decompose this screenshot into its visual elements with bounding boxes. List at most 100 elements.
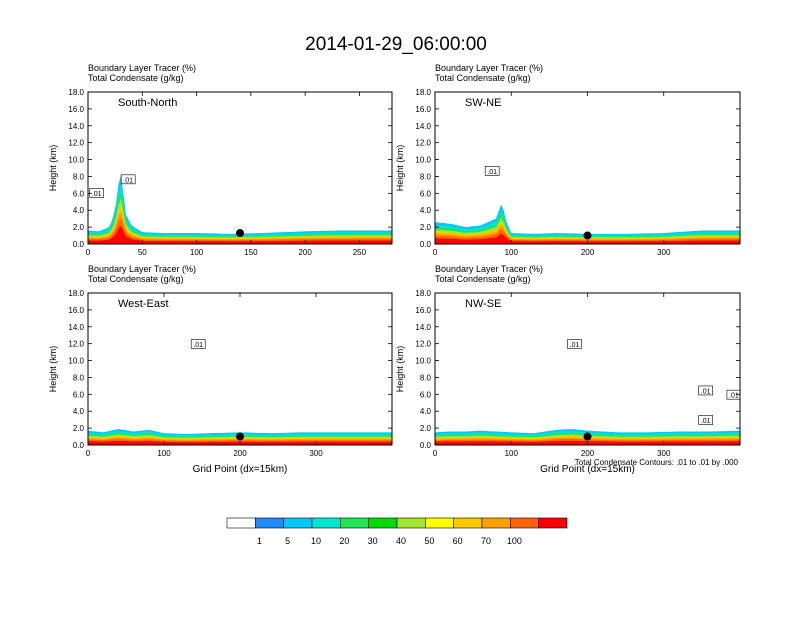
y-tick-label: 12.0 [68, 139, 84, 148]
panel-header-tracer: Boundary Layer Tracer (%) [435, 264, 543, 274]
colorbar-box [340, 517, 369, 529]
y-tick-label: 12.0 [68, 340, 84, 349]
contour-label-box [726, 389, 740, 400]
figure-title: 2014-01-29_06:00:00 [305, 34, 487, 55]
contour-label: .01 [701, 418, 711, 425]
panel-header-condensate: Total Condensate (g/kg) [435, 73, 531, 83]
y-tick-label: 4.0 [73, 407, 85, 416]
colorbar-label: 100 [507, 536, 522, 546]
plot-area: .01 [435, 166, 740, 244]
tracer-band-7 [88, 226, 392, 244]
x-tick-label: 200 [298, 248, 312, 257]
x-tick-label: 100 [505, 449, 519, 458]
panels: Boundary Layer Tracer (%)Total Condensat… [48, 63, 741, 475]
contour-label-box [567, 339, 582, 349]
panel-header-condensate: Total Condensate (g/kg) [435, 274, 531, 284]
y-tick-label: 14.0 [68, 122, 84, 131]
y-tick-label: 2.0 [420, 223, 432, 232]
y-tick-label: 4.0 [73, 206, 85, 215]
y-tick-label: 16.0 [415, 105, 431, 114]
y-tick-label: 12.0 [415, 139, 431, 148]
y-tick-label: 10.0 [68, 156, 84, 165]
panel-frame [434, 91, 741, 245]
colorbar-box [538, 517, 568, 529]
colorbar: 1 5 10 20 30 40 50 60 70 100 [226, 517, 568, 546]
x-tick-label: 200 [581, 449, 595, 458]
x-tick-label: 100 [505, 248, 519, 257]
y-tick-label: 18.0 [68, 289, 84, 298]
y-tick-label: 2.0 [420, 424, 432, 433]
panel-header-tracer: Boundary Layer Tracer (%) [88, 63, 196, 73]
colorbar-label: 60 [453, 536, 463, 546]
contour-label-box [698, 415, 713, 425]
tracer-band-4 [435, 221, 740, 244]
colorbar-box [255, 517, 284, 529]
panel-header-condensate: Total Condensate (g/kg) [88, 274, 184, 284]
panel-header-tracer: Boundary Layer Tracer (%) [435, 63, 543, 73]
y-axis-label: Height (km) [48, 145, 58, 192]
y-axis-label: Height (km) [395, 346, 405, 393]
tracer-band-1 [435, 210, 740, 244]
x-tick-label: 300 [657, 449, 671, 458]
contour-label: .01 [701, 388, 711, 395]
contour-label: .01 [729, 393, 739, 400]
tracer-band-5 [435, 225, 740, 244]
location-marker [583, 231, 592, 240]
colorbar-label: 30 [368, 536, 378, 546]
location-marker [236, 432, 244, 441]
y-tick-label: 2.0 [73, 223, 85, 232]
panel-header-tracer: Boundary Layer Tracer (%) [88, 264, 196, 274]
contour-label-box [698, 385, 713, 396]
colorbar-label: 50 [424, 536, 434, 546]
contour-label-box [120, 174, 136, 185]
colorbar-label: 1 [257, 536, 262, 546]
plot-area: .01 [88, 339, 392, 445]
x-tick-label: 50 [138, 248, 147, 257]
colorbar-label: 20 [339, 536, 349, 546]
plot-area: .01 .01 [88, 174, 392, 244]
colorbar-label: 40 [396, 536, 406, 546]
y-axis-label: Height (km) [395, 145, 405, 192]
panel-title: SW-NE [465, 97, 501, 109]
panel-frame [434, 292, 741, 446]
panel-west-east: Boundary Layer Tracer (%)Total Condensat… [48, 264, 393, 475]
y-tick-label: 6.0 [73, 390, 85, 399]
panel-title: West-East [118, 298, 169, 310]
x-tick-label: 200 [233, 449, 247, 458]
y-tick-label: 8.0 [420, 172, 432, 181]
colorbar-box [481, 517, 511, 529]
y-tick-label: 10.0 [415, 357, 431, 366]
colorbar-box [510, 517, 539, 529]
tracer-band-3 [435, 217, 740, 244]
y-tick-label: 18.0 [415, 88, 431, 97]
plot-area: .01 .01 .01 .01 [435, 339, 740, 445]
x-tick-label: 0 [86, 449, 91, 458]
colorbar-box [425, 517, 454, 529]
contour-label-box [89, 188, 104, 198]
x-tick-label: 200 [581, 248, 595, 257]
contour-label: .01 [487, 169, 497, 176]
y-tick-label: 12.0 [415, 340, 431, 349]
panel-sw-ne: Boundary Layer Tracer (%)Total Condensat… [395, 63, 741, 257]
contour-label: .01 [193, 342, 203, 349]
y-tick-label: 10.0 [415, 156, 431, 165]
panel-south-north: Boundary Layer Tracer (%)Total Condensat… [48, 63, 393, 257]
y-tick-label: 16.0 [415, 306, 431, 315]
y-tick-label: 8.0 [73, 172, 85, 181]
colorbar-box [396, 517, 426, 529]
y-tick-label: 10.0 [68, 357, 84, 366]
colorbar-box [226, 517, 256, 529]
colorbar-label: 70 [481, 536, 491, 546]
colorbar-label: 5 [285, 536, 290, 546]
colorbar-box [311, 517, 341, 529]
y-tick-label: 6.0 [73, 189, 85, 198]
x-tick-label: 150 [244, 248, 258, 257]
contour-label: .01 [570, 342, 580, 349]
contour-label-box [190, 339, 206, 349]
colorbar-box [283, 517, 313, 529]
x-tick-label: 0 [433, 248, 438, 257]
x-tick-label: 100 [190, 248, 204, 257]
contour-label: .01 [123, 177, 133, 184]
